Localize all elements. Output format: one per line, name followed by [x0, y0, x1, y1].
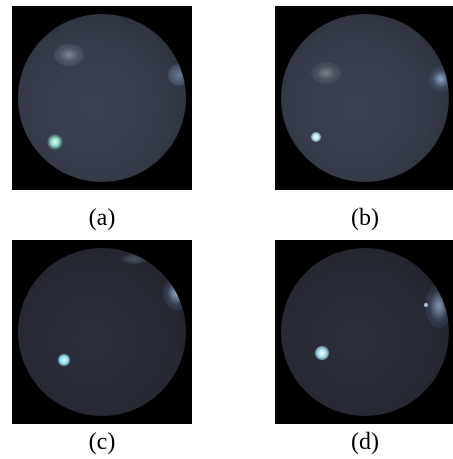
fisheye-view-c [18, 248, 186, 416]
light-reflection [54, 44, 84, 66]
light-reflection [122, 254, 148, 264]
caption-d: (d) [351, 429, 379, 455]
caption-c: (c) [88, 429, 116, 455]
caption-b: (b) [351, 205, 379, 231]
light-reflection [311, 62, 341, 84]
small-light-spot [424, 303, 428, 307]
edge-glare [429, 66, 449, 92]
light-spot [311, 132, 321, 142]
fisheye-view-b [281, 14, 449, 182]
edge-glare [425, 284, 449, 328]
light-spot [315, 346, 329, 360]
light-spot [47, 134, 63, 150]
fisheye-image-b [275, 6, 453, 190]
fisheye-image-c [12, 240, 192, 424]
edge-glare [168, 64, 186, 86]
fisheye-image-a [12, 6, 192, 190]
fisheye-image-d [275, 240, 453, 424]
light-spot [58, 354, 70, 366]
edge-glare [163, 276, 186, 310]
caption-a: (a) [88, 205, 116, 231]
fisheye-view-a [18, 14, 186, 182]
fisheye-view-d [281, 248, 449, 416]
